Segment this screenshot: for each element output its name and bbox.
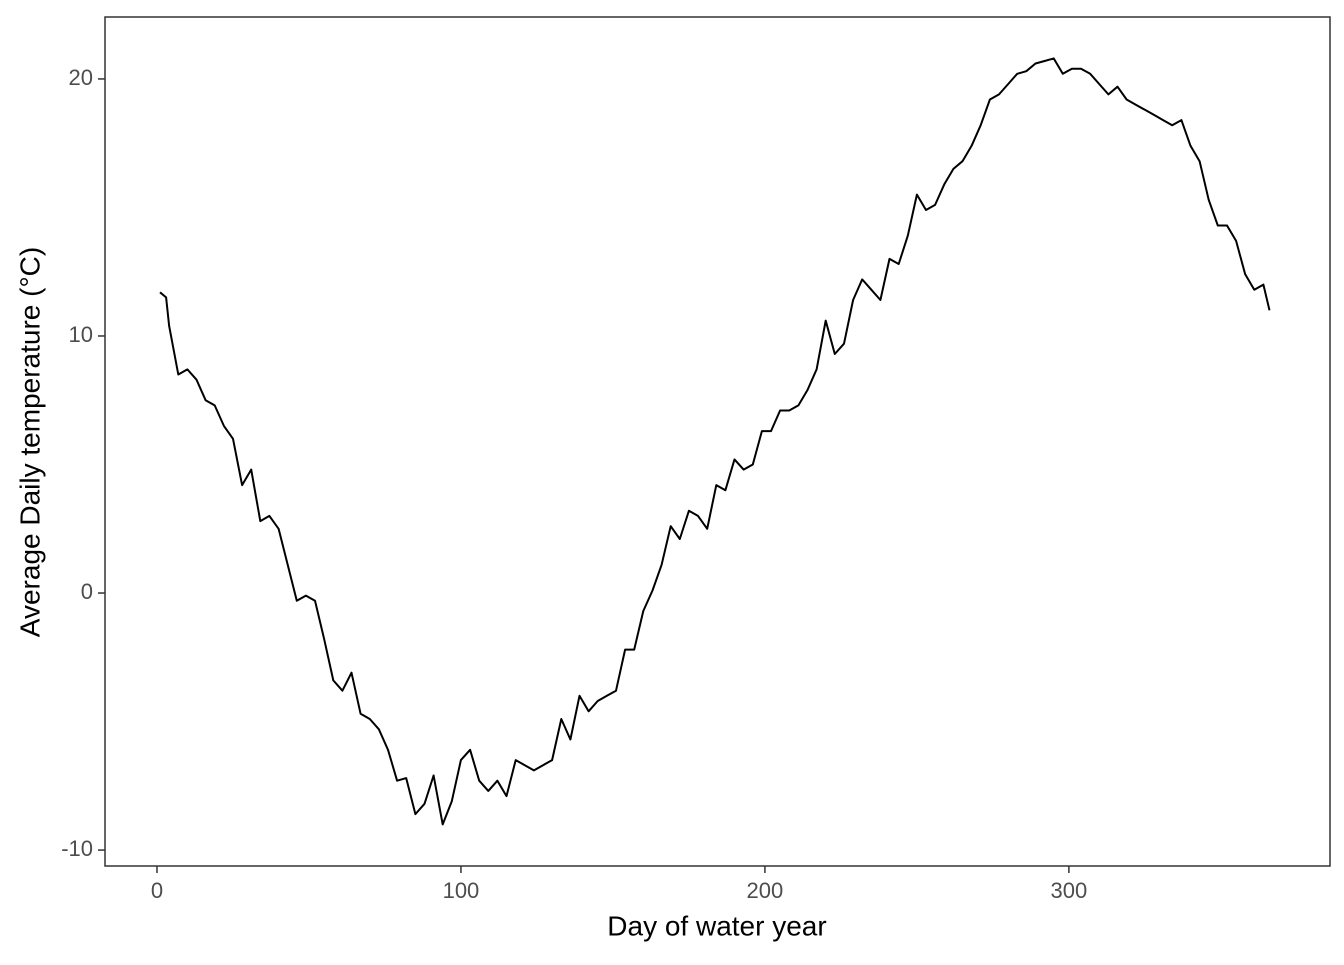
- plot-panel: [104, 16, 1331, 867]
- x-tick-label: 200: [747, 878, 784, 903]
- y-tick-label: 10: [69, 322, 93, 347]
- y-tick-label: 20: [69, 65, 93, 90]
- x-tick-label: 100: [443, 878, 480, 903]
- y-axis-label: Average Daily temperature (°C): [14, 247, 45, 637]
- y-tick-label: -10: [61, 836, 93, 861]
- y-tick-label: 0: [81, 579, 93, 604]
- x-axis-label: Day of water year: [607, 910, 826, 941]
- data-line: [159, 57, 1271, 826]
- x-tick-label: 0: [151, 878, 163, 903]
- x-tick-label: 300: [1051, 878, 1088, 903]
